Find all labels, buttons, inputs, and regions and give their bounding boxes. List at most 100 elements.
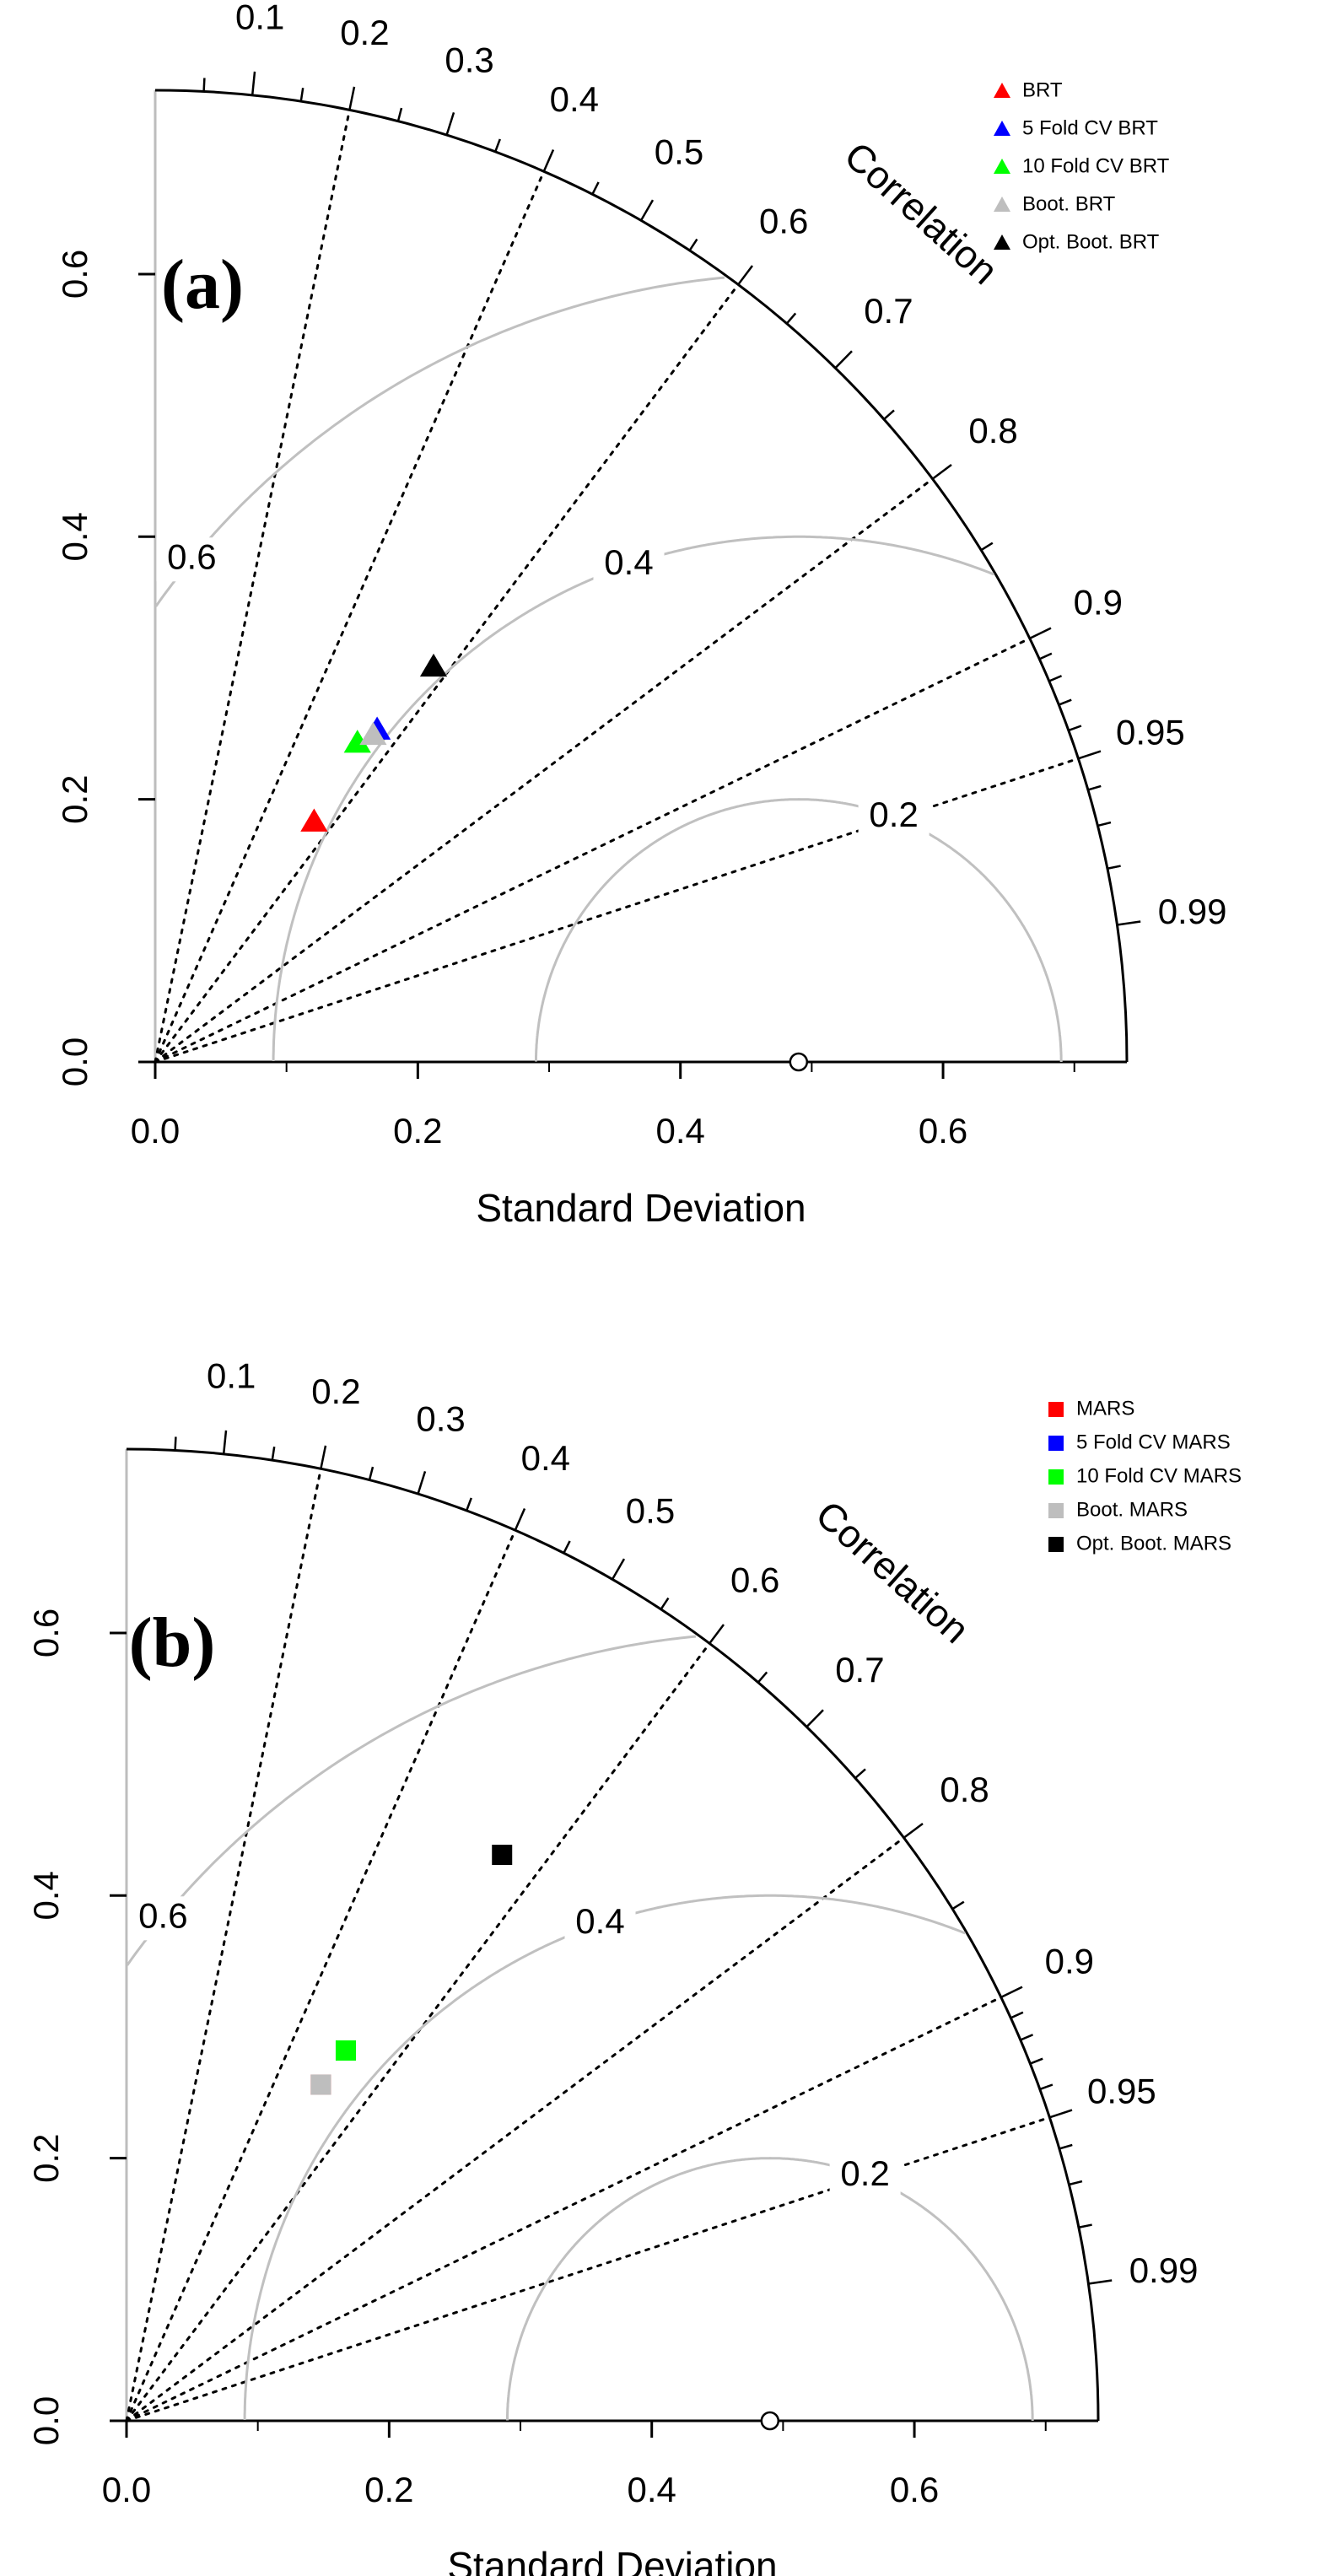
correlation-minor-tick [1010, 2012, 1022, 2019]
correlation-minor-tick [1038, 653, 1051, 660]
rms-contour [272, 535, 994, 1061]
rms-contour-label: 0.2 [840, 2153, 889, 2193]
correlation-tick [1088, 2279, 1113, 2285]
correlation-tick [951, 1900, 965, 1910]
correlation-tick [639, 199, 655, 221]
legend-label: Opt. Boot. MARS [1076, 1532, 1231, 1555]
data-marker [310, 2074, 331, 2095]
correlation-tick [980, 542, 994, 552]
correlation-label: 0.3 [416, 1398, 465, 1438]
correlation-tick [299, 88, 304, 102]
correlation-minor-tick [1097, 822, 1110, 827]
correlation-label: 0.1 [235, 0, 284, 36]
correlation-ray [125, 1467, 322, 2422]
y-tick-label: 0.4 [26, 1871, 66, 1920]
correlation-label: 0.8 [940, 1770, 989, 1809]
correlation-minor-tick [1069, 2180, 1081, 2185]
correlation-minor-tick [1068, 725, 1080, 731]
correlation-ray [154, 757, 1080, 1064]
correlation-ray [154, 477, 935, 1064]
correlation-tick [466, 1497, 472, 1512]
correlation-axis-title: Correlation [836, 133, 1006, 293]
correlation-tick [348, 86, 356, 110]
rms-contour-label-bg [156, 537, 228, 582]
correlation-minor-tick [1059, 2144, 1071, 2150]
correlation-ray [125, 2115, 1051, 2422]
y-tick-label: 0.0 [26, 2396, 66, 2445]
correlation-tick [591, 181, 600, 195]
data-marker [359, 721, 387, 746]
y-tick-label: 0.2 [55, 774, 94, 823]
correlation-tick [806, 1709, 824, 1728]
legend-marker [994, 197, 1010, 212]
correlation-minor-tick [1058, 699, 1070, 706]
correlation-label: 0.6 [759, 201, 808, 240]
rms-contour-label-bg [858, 795, 930, 839]
correlation-minor-tick [1039, 2084, 1052, 2090]
x-tick-label: 0.4 [628, 2470, 676, 2509]
x-tick-label: 0.4 [656, 1111, 705, 1151]
legend-label: Opt. Boot. BRT [1022, 230, 1160, 253]
correlation-tick [785, 312, 797, 325]
correlation-tick [1000, 1986, 1023, 1998]
legend-marker [994, 83, 1010, 98]
legend-marker [1048, 1503, 1064, 1518]
legend-label: 5 Fold CV MARS [1076, 1431, 1231, 1453]
correlation-ray [154, 170, 546, 1064]
y-tick-label: 0.6 [55, 250, 94, 299]
rms-contour-label: 0.4 [575, 1901, 624, 1941]
correlation-tick [514, 1508, 526, 1531]
outer-arc [154, 89, 1129, 1063]
rms-contour [243, 1894, 966, 2420]
correlation-tick [883, 409, 895, 420]
rms-contour-label: 0.6 [138, 1895, 187, 1935]
legend-label: 10 Fold CV BRT [1022, 154, 1170, 177]
outer-arc [126, 1447, 1100, 2422]
rms-contour-label: 0.6 [167, 536, 216, 576]
data-marker [300, 808, 328, 832]
correlation-tick [688, 238, 698, 251]
correlation-tick [202, 78, 206, 92]
correlation-tick [709, 1624, 725, 1645]
correlation-label: 0.5 [655, 132, 703, 171]
correlation-tick [611, 1558, 626, 1580]
legend-marker [1048, 1402, 1064, 1417]
correlation-label: 0.5 [626, 1490, 675, 1530]
legend-marker [1048, 1436, 1064, 1451]
correlation-tick [1117, 920, 1141, 926]
legend-marker [1048, 1469, 1064, 1485]
correlation-label: 0.95 [1087, 2071, 1156, 2110]
x-tick-label: 0.6 [890, 2470, 939, 2509]
rms-contour-label-bg [593, 542, 665, 587]
correlation-tick [757, 1671, 768, 1684]
rms-contour-label-bg [564, 1901, 636, 1946]
data-marker [343, 730, 371, 753]
correlation-tick [417, 1470, 427, 1495]
rms-contour [126, 1635, 697, 1966]
y-tick-label: 0.6 [26, 1609, 66, 1657]
correlation-label: 0.99 [1129, 2250, 1199, 2290]
correlation-minor-tick [1078, 2223, 1091, 2228]
correlation-tick [174, 1436, 177, 1451]
legend-label: 5 Fold CV BRT [1022, 116, 1158, 139]
rms-contour-label-bg [127, 1896, 199, 1941]
rms-contour-label: 0.4 [604, 542, 653, 582]
legend-marker [994, 234, 1010, 250]
legend-label: MARS [1076, 1397, 1134, 1420]
correlation-tick [563, 1540, 571, 1554]
x-tick-label: 0.0 [131, 1111, 180, 1151]
correlation-tick [1029, 627, 1052, 639]
correlation-tick [271, 1447, 276, 1461]
x-tick-label: 0.2 [393, 1111, 442, 1151]
reference-point [760, 2411, 780, 2431]
correlation-ray [125, 1996, 1003, 2422]
correlation-tick [396, 107, 403, 121]
correlation-tick [737, 265, 754, 286]
correlation-axis-title: Correlation [807, 1492, 978, 1652]
correlation-tick [320, 1445, 327, 1469]
legend-marker [994, 121, 1010, 136]
correlation-tick [903, 1823, 924, 1839]
correlation-tick [854, 1768, 866, 1779]
rms-contour [154, 276, 725, 607]
